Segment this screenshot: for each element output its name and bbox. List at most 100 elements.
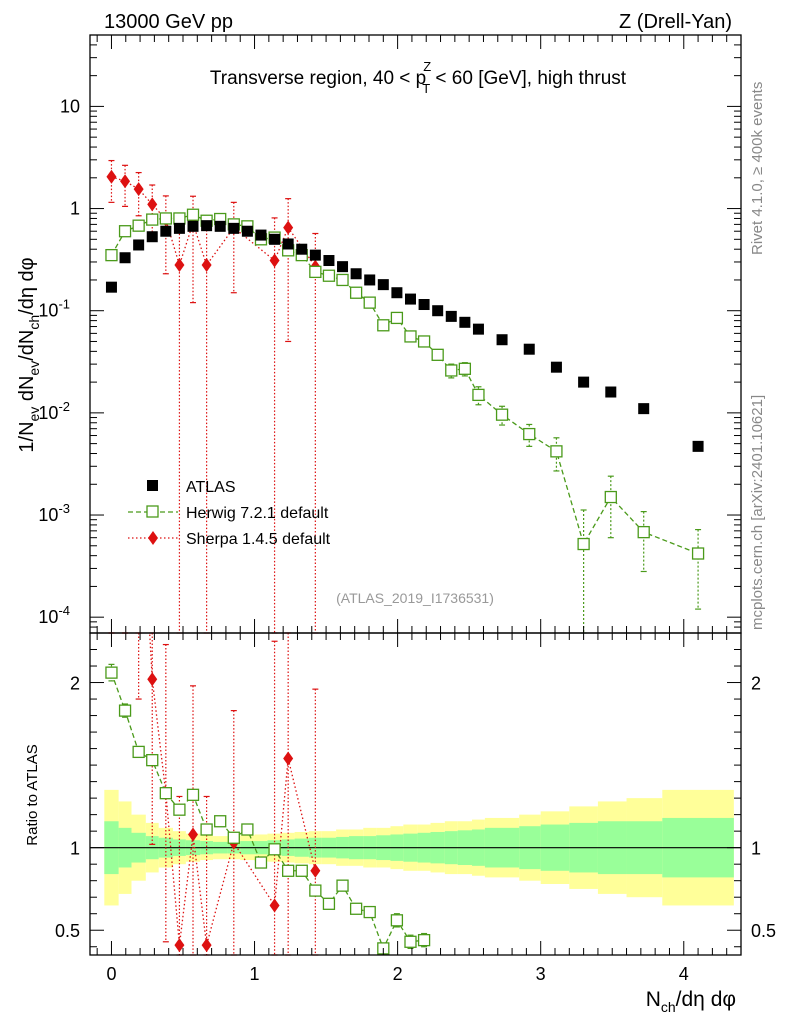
main-y-tick-label: 10-1 (38, 297, 70, 321)
ratio-y-tick-label: 1 (70, 839, 80, 859)
herwig-point (445, 364, 458, 377)
atlas-point (255, 229, 267, 241)
ratio-plot-marks (105, 632, 431, 956)
x-tick-label: 3 (536, 964, 546, 984)
main-y-tick-label: 10-3 (38, 501, 70, 525)
herwig-point (349, 286, 363, 299)
atlas-point (323, 255, 335, 267)
atlas-point (201, 220, 213, 232)
ratio-plot-area (90, 789, 741, 906)
herwig-point (523, 427, 536, 441)
herwig-point (186, 208, 200, 221)
ratio-herwig-point (105, 666, 118, 679)
header-left: 13000 GeV pp (104, 11, 233, 33)
atlas-point (105, 281, 117, 293)
ratio-sherpa-point (283, 751, 294, 766)
herwig-point (472, 388, 485, 402)
atlas-point (445, 310, 457, 322)
side-label-bottom: mcplots.cern.ch [arXiv:2401.10621] (749, 395, 766, 630)
main-axes: 10-4 10-3 10-2 10-1 1 10 (38, 35, 742, 634)
ratio-herwig-point (146, 753, 159, 767)
ratio-herwig-point (118, 704, 132, 717)
sherpa-point (147, 197, 158, 212)
ratio-herwig-point (241, 823, 254, 836)
sherpa-point (133, 182, 144, 197)
sherpa-point (120, 174, 131, 189)
ratio-herwig-point (132, 745, 145, 759)
herwig-point (691, 547, 705, 560)
ratio-herwig-point (214, 815, 227, 828)
herwig-point (390, 311, 404, 325)
sherpa-point (106, 169, 117, 184)
herwig-point (431, 348, 444, 361)
ratio-herwig-point (254, 856, 268, 869)
herwig-point (417, 335, 431, 348)
ratio-sherpa-point (310, 863, 321, 878)
atlas-point (241, 225, 253, 237)
atlas-point (578, 376, 590, 388)
herwig-point (118, 225, 132, 238)
legend-sherpa-label: Sherpa 1.4.5 default (186, 531, 331, 548)
atlas-point (364, 274, 376, 286)
ratio-herwig-point (200, 823, 213, 836)
atlas-point (496, 334, 508, 346)
atlas-point (377, 279, 389, 291)
x-axis-label: Nch/dη dφ (646, 988, 736, 1015)
herwig-point (132, 219, 145, 232)
sherpa-point (269, 253, 280, 268)
x-tick-label: 4 (679, 964, 689, 984)
ratio-herwig-point (282, 864, 295, 877)
legend-atlas-label: ATLAS (186, 479, 236, 496)
atlas-point (173, 222, 185, 234)
atlas-point (418, 299, 430, 311)
side-label-top: Rivet 4.1.0, ≥ 400k events (749, 82, 766, 255)
main-y-tick-label: 10-4 (38, 603, 70, 627)
watermark: (ATLAS_2019_I1736531) (336, 590, 494, 606)
atlas-point (337, 261, 349, 273)
ratio-y-tick-label-right: 0.5 (751, 921, 776, 941)
herwig-point (146, 213, 159, 226)
herwig-point (404, 330, 417, 343)
ratio-axes: 0 1 2 3 4 0.5 0.5 1 1 2 2 (55, 633, 776, 984)
ratio-herwig-point (268, 843, 281, 856)
ratio-herwig-point (363, 905, 376, 919)
herwig-point (637, 525, 650, 539)
main-y-label: 1/Nev dNev/dNch/dη dφ (16, 257, 42, 452)
ratio-herwig-point (336, 879, 349, 892)
ratio-y-tick-label: 0.5 (55, 921, 80, 941)
ratio-herwig-point (173, 803, 186, 816)
herwig-point (377, 319, 390, 332)
atlas-point (269, 233, 281, 245)
atlas-point (459, 316, 471, 328)
ratio-sherpa-point (188, 827, 199, 842)
herwig-point (604, 490, 617, 504)
legend: ATLAS Herwig 7.2.1 default Sherpa 1.4.5 … (128, 479, 331, 548)
atlas-point (692, 440, 704, 452)
herwig-point (173, 212, 186, 225)
legend-atlas-marker (147, 480, 158, 491)
ratio-herwig-point (390, 914, 404, 927)
herwig-point (495, 408, 509, 421)
ratio-herwig-point (186, 788, 200, 801)
ratio-herwig-point (227, 831, 240, 844)
herwig-point (363, 296, 376, 309)
herwig-point (577, 537, 590, 551)
atlas-point (350, 268, 362, 280)
atlas-point (404, 293, 416, 305)
ratio-herwig-point (322, 897, 336, 910)
atlas-point (228, 222, 240, 234)
herwig-point (336, 273, 349, 287)
atlas-point (523, 343, 535, 355)
herwig-point (458, 362, 472, 375)
ratio-y-tick-label-right: 2 (751, 674, 761, 694)
ratio-herwig-point (404, 935, 417, 948)
atlas-point (187, 220, 199, 232)
atlas-point (282, 238, 294, 250)
atlas-point (160, 225, 172, 237)
ratio-herwig-point (349, 902, 363, 915)
ratio-frame (89, 632, 742, 956)
legend-herwig-marker (146, 505, 159, 518)
atlas-point (214, 220, 226, 232)
legend-herwig-label: Herwig 7.2.1 default (186, 505, 329, 522)
atlas-point (146, 231, 158, 243)
